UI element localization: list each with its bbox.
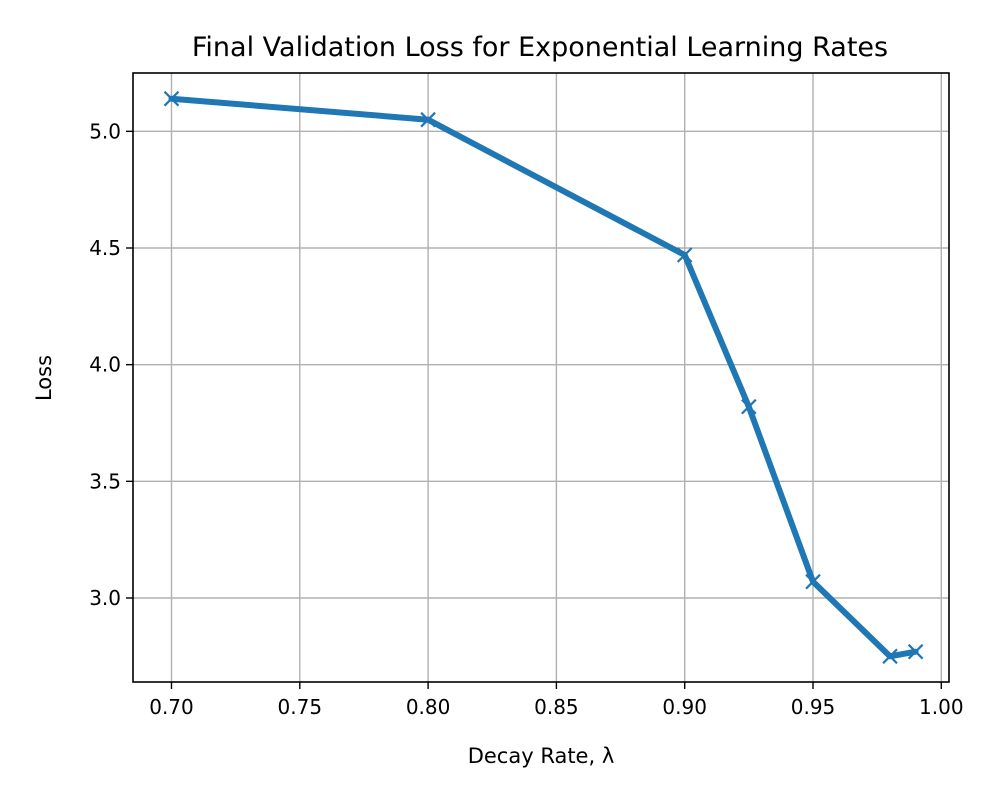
data-point-marker [676,247,693,263]
chart-title: Final Validation Loss for Exponential Le… [192,32,888,63]
x-tick-label: 0.85 [534,695,579,719]
grid [133,73,949,682]
axis-ticks: 0.70 0.75 0.80 0.85 0.90 0.95 1.00 3.0 3.5 4.0 4.5… [89,119,963,719]
axes-frame [132,72,950,683]
y-tick-label: 3.0 [89,586,121,610]
x-tick-label: 0.80 [406,695,451,719]
plot-area [163,90,924,665]
y-tick-label: 4.5 [89,236,121,260]
data-point-marker [882,648,898,665]
x-tick-label: 0.70 [149,695,194,719]
data-point-marker [907,643,924,660]
data-point-marker [805,573,821,590]
series-line [168,95,919,660]
y-tick-label: 4.0 [89,353,121,377]
data-point-marker [163,90,180,107]
x-tick-label: 0.95 [791,695,836,719]
x-tick-label: 1.00 [919,695,964,719]
y-tick-label: 5.0 [89,119,121,143]
x-axis-label: Decay Rate, λ [468,744,615,768]
x-tick-label: 0.90 [662,695,707,719]
data-point-marker [741,398,757,415]
y-tick-label: 3.5 [89,469,121,493]
y-axis-label: Loss [32,355,56,401]
x-tick-label: 0.75 [278,695,323,719]
data-point-marker [420,111,436,128]
